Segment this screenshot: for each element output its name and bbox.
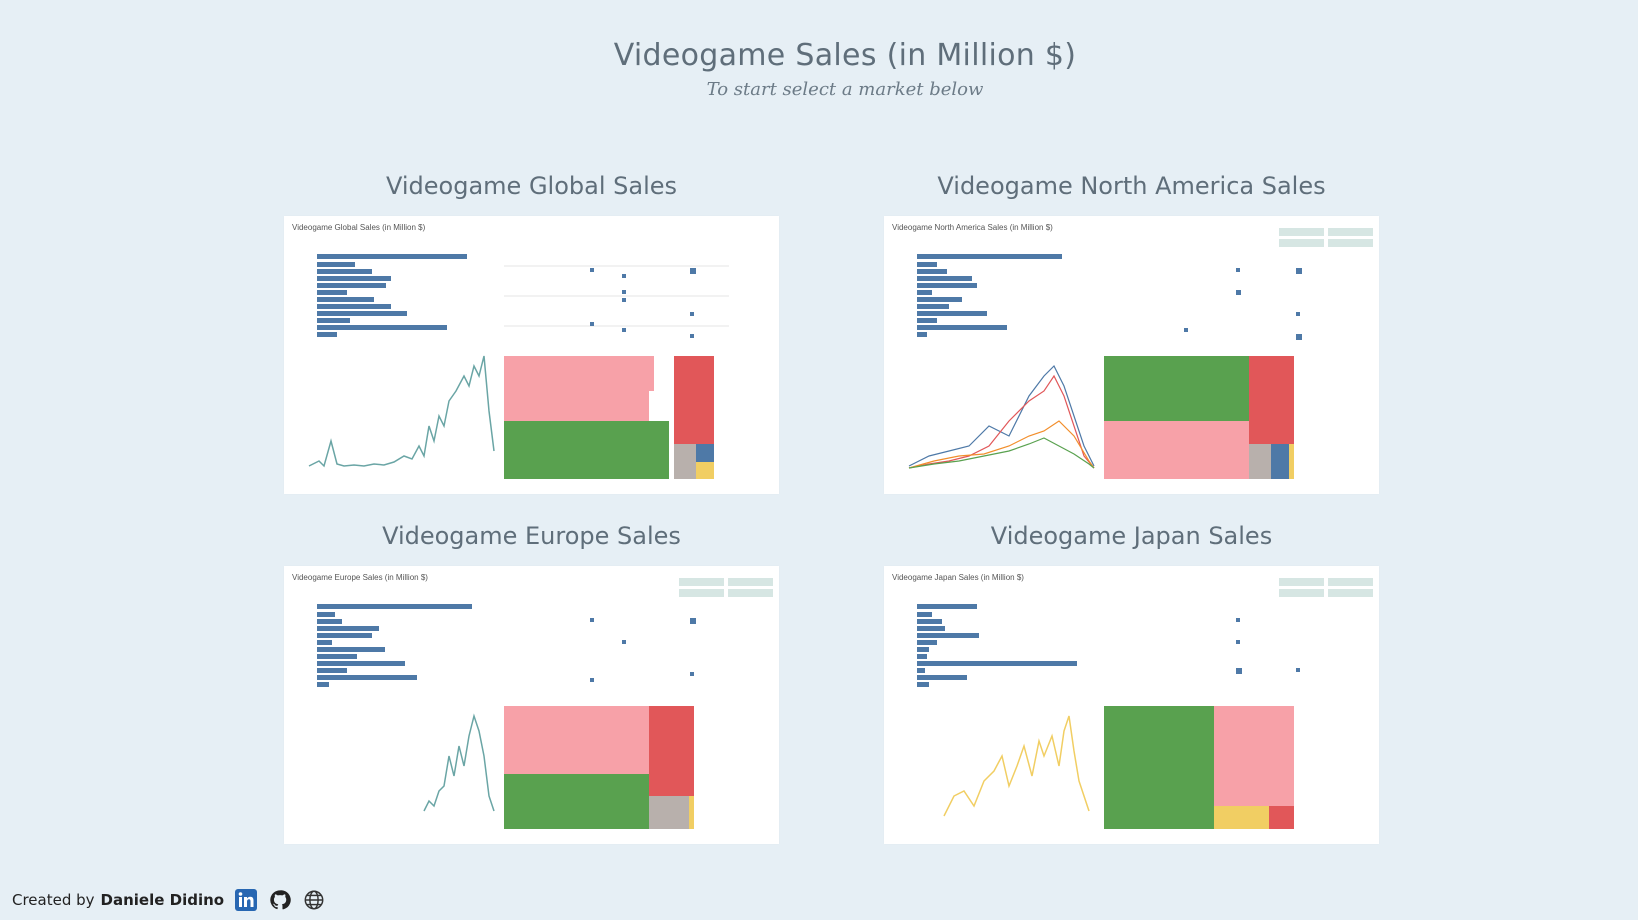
line-chart-preview	[423, 713, 495, 812]
dot-matrix-preview	[1236, 618, 1300, 674]
thumb-title: Videogame North America Sales (in Millio…	[892, 223, 1053, 232]
line-chart-preview	[943, 715, 1090, 817]
multi-line-chart-preview	[908, 364, 1095, 469]
bar-chart-preview	[917, 604, 1077, 687]
panel-title-north-america: Videogame North America Sales	[937, 172, 1326, 200]
dot-matrix-preview	[1184, 268, 1302, 340]
dot-matrix-preview	[590, 618, 696, 682]
dashboard-thumbnail-japan[interactable]: Videogame Japan Sales (in Million $)	[884, 566, 1379, 844]
filter-buttons-preview	[1279, 578, 1373, 597]
thumbnail-preview: Videogame Japan Sales (in Million $)	[892, 573, 1373, 829]
panel-title-europe: Videogame Europe Sales	[382, 522, 681, 550]
github-icon[interactable]	[268, 888, 292, 912]
bar-chart-preview	[317, 604, 472, 687]
website-globe-icon[interactable]	[302, 888, 326, 912]
dashboard-thumbnail-north-america[interactable]: Videogame North America Sales (in Millio…	[884, 216, 1379, 494]
page-header: Videogame Sales (in Million $) To start …	[0, 38, 1638, 100]
filter-buttons-preview	[1279, 228, 1373, 247]
treemap-preview	[1104, 706, 1294, 829]
thumb-title: Videogame Global Sales (in Million $)	[292, 223, 426, 232]
thumb-title: Videogame Japan Sales (in Million $)	[892, 573, 1024, 582]
treemap-preview	[504, 356, 714, 479]
grid-preview	[504, 265, 729, 327]
thumbnail-preview: Videogame Global Sales (in Million $)	[292, 223, 729, 479]
dashboard-thumbnail-global[interactable]: Videogame Global Sales (in Million $)	[284, 216, 779, 494]
line-chart-preview	[308, 355, 495, 468]
credit-author: Daniele Didino	[100, 891, 225, 909]
dashboard-thumbnail-europe[interactable]: Videogame Europe Sales (in Million $)	[284, 566, 779, 844]
panel-title-japan: Videogame Japan Sales	[990, 522, 1273, 550]
bar-chart-preview	[317, 254, 467, 337]
dot-matrix-preview	[590, 268, 696, 338]
bar-chart-preview	[917, 254, 1062, 337]
treemap-preview	[1104, 356, 1294, 479]
treemap-preview	[504, 706, 694, 829]
thumbnail-preview: Videogame Europe Sales (in Million $)	[292, 573, 773, 829]
credit-prefix: Created by	[12, 891, 95, 909]
filter-buttons-preview	[679, 578, 773, 597]
page-title: Videogame Sales (in Million $)	[613, 38, 1077, 73]
panel-title-global: Videogame Global Sales	[385, 172, 678, 200]
thumb-title: Videogame Europe Sales (in Million $)	[292, 573, 428, 582]
footer-credits: Created by Daniele Didino	[12, 888, 326, 912]
thumbnail-preview: Videogame North America Sales (in Millio…	[892, 223, 1373, 479]
page-subtitle: To start select a market below	[706, 79, 984, 100]
linkedin-icon[interactable]	[234, 888, 258, 912]
